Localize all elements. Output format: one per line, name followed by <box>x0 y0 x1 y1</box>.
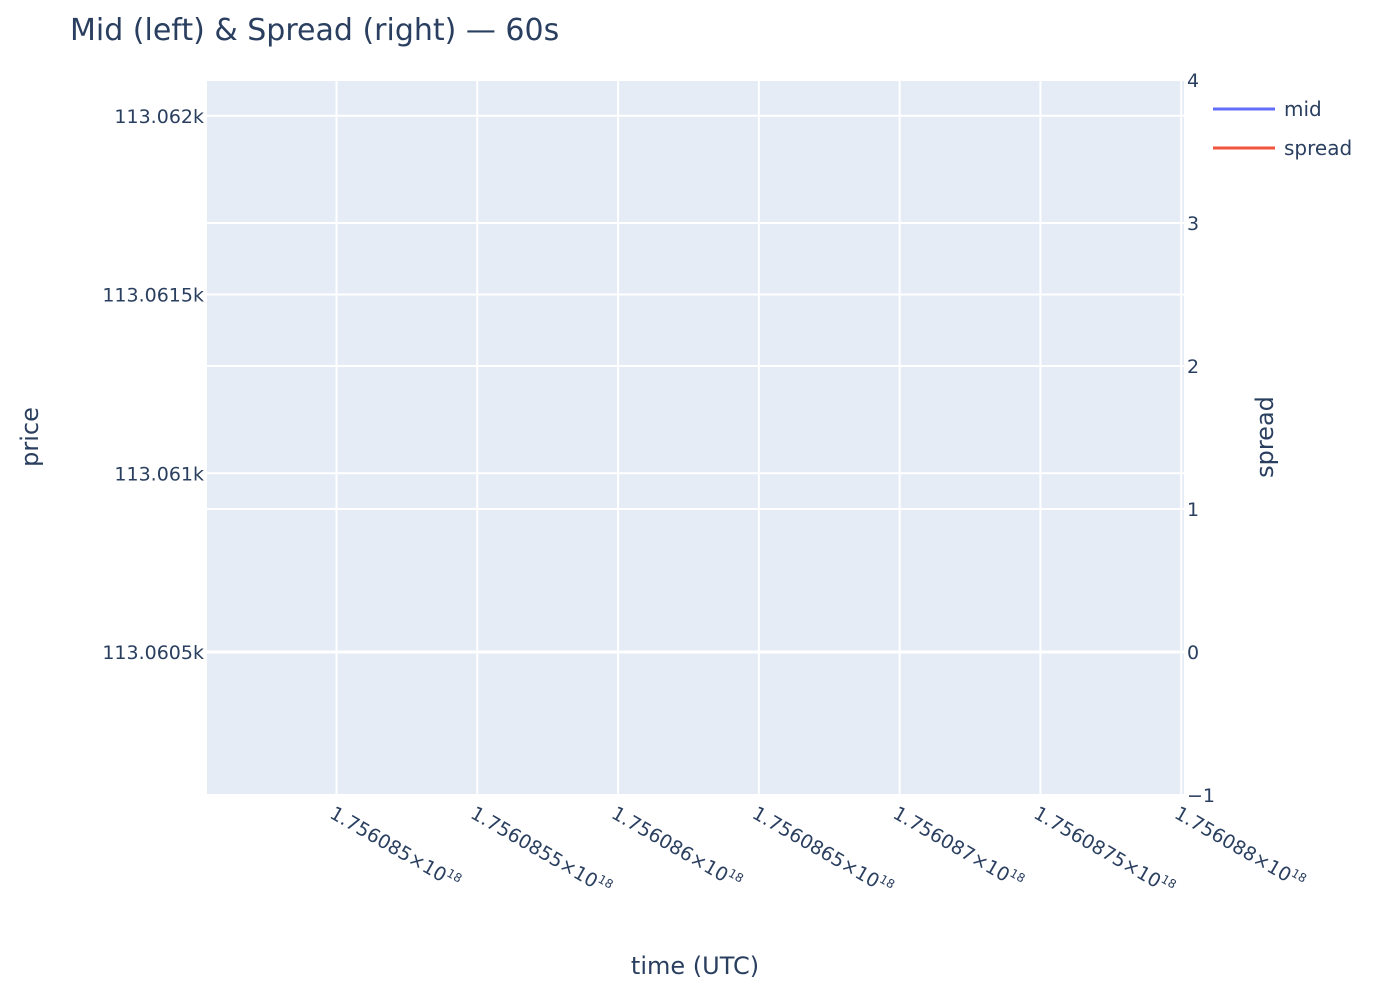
legend-label-mid: mid <box>1284 97 1322 121</box>
y-tick-label: 113.0605k <box>102 642 204 664</box>
x-axis-title: time (UTC) <box>631 952 759 980</box>
y-tick-label: 113.062k <box>114 106 204 128</box>
y-tick-label: 113.0615k <box>102 285 204 307</box>
y2-tick-label: 3 <box>1187 213 1199 235</box>
y2-tick-label: 1 <box>1187 499 1199 521</box>
y2-tick-label: 2 <box>1187 356 1199 378</box>
y2-axis-title: spread <box>1251 396 1279 478</box>
y-axis-ticks: 113.0605k 113.061k 113.0615k 113.062k <box>102 106 204 664</box>
legend: mid spread <box>1213 97 1352 160</box>
y2-tick-label: 0 <box>1187 642 1199 664</box>
y-axis-title: price <box>16 407 44 467</box>
grid-lines <box>207 79 1184 796</box>
legend-item-mid[interactable]: mid <box>1213 97 1322 121</box>
y-tick-label: 113.061k <box>114 463 204 485</box>
plot-area[interactable] <box>207 80 1184 795</box>
y2-tick-label: −1 <box>1187 785 1215 807</box>
y2-axis-ticks: −1 0 1 2 3 4 <box>1187 70 1215 807</box>
legend-label-spread: spread <box>1284 136 1352 160</box>
legend-item-spread[interactable]: spread <box>1213 136 1352 160</box>
chart-title: Mid (left) & Spread (right) — 60s <box>70 13 559 48</box>
y2-tick-label: 4 <box>1187 70 1199 92</box>
